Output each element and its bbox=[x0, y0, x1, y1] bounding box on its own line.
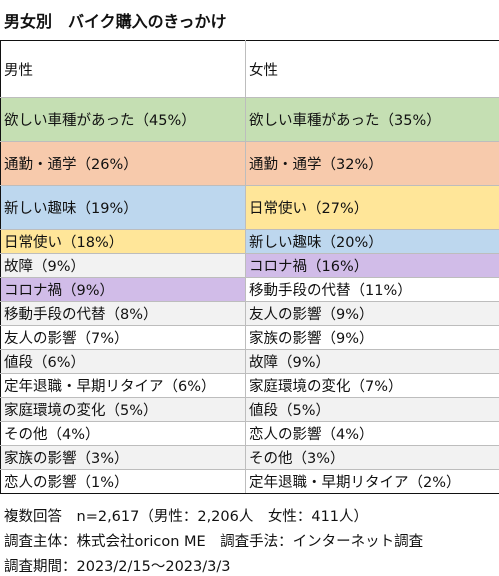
page-title: 男女別 バイク購入のきっかけ bbox=[4, 8, 227, 32]
female-cell: 新しい趣味（20%） bbox=[246, 230, 499, 254]
female-cell: 移動手段の代替（11%） bbox=[246, 278, 499, 302]
table-row: 通勤・通学（26%） 通勤・通学（32%） bbox=[1, 142, 499, 186]
table-row: 欲しい車種があった（45%） 欲しい車種があった（35%） bbox=[1, 98, 499, 142]
female-cell: 恋人の影響（4%） bbox=[246, 422, 499, 446]
table-row: 家族の影響（3%） その他（3%） bbox=[1, 446, 499, 470]
female-cell: 欲しい車種があった（35%） bbox=[246, 98, 499, 142]
female-cell: 友人の影響（9%） bbox=[246, 302, 499, 326]
male-cell: 値段（6%） bbox=[1, 350, 246, 374]
footer-survey-period: 調査期間：2023/2/15～2023/3/3 bbox=[4, 555, 230, 576]
male-cell: 新しい趣味（19%） bbox=[1, 186, 246, 230]
header-male: 男性 bbox=[1, 41, 246, 98]
male-cell: 欲しい車種があった（45%） bbox=[1, 98, 246, 142]
female-cell: 家庭環境の変化（7%） bbox=[246, 374, 499, 398]
table-row: コロナ禍（9%） 移動手段の代替（11%） bbox=[1, 278, 499, 302]
table-row: 故障（9%） コロナ禍（16%） bbox=[1, 254, 499, 278]
male-cell: その他（4%） bbox=[1, 422, 246, 446]
footer-sample-size: 複数回答 n=2,617（男性：2,206人 女性：411人） bbox=[4, 505, 368, 526]
female-cell: 日常使い（27%） bbox=[246, 186, 499, 230]
female-cell: 故障（9%） bbox=[246, 350, 499, 374]
table-row: 恋人の影響（1%） 定年退職・早期リタイア（2%） bbox=[1, 470, 499, 494]
male-cell: 友人の影響（7%） bbox=[1, 326, 246, 350]
male-cell: 通勤・通学（26%） bbox=[1, 142, 246, 186]
female-cell: その他（3%） bbox=[246, 446, 499, 470]
ranking-table: 男性 女性 欲しい車種があった（45%） 欲しい車種があった（35%） 通勤・通… bbox=[0, 40, 499, 494]
female-cell: 定年退職・早期リタイア（2%） bbox=[246, 470, 499, 494]
male-cell: 家族の影響（3%） bbox=[1, 446, 246, 470]
female-cell: コロナ禍（16%） bbox=[246, 254, 499, 278]
male-cell: 移動手段の代替（8%） bbox=[1, 302, 246, 326]
table-row: 新しい趣味（19%） 日常使い（27%） bbox=[1, 186, 499, 230]
header-female: 女性 bbox=[246, 41, 499, 98]
table-header-row: 男性 女性 bbox=[1, 41, 499, 98]
table-row: 友人の影響（7%） 家族の影響（9%） bbox=[1, 326, 499, 350]
female-cell: 値段（5%） bbox=[246, 398, 499, 422]
male-cell: 恋人の影響（1%） bbox=[1, 470, 246, 494]
male-cell: 定年退職・早期リタイア（6%） bbox=[1, 374, 246, 398]
female-cell: 通勤・通学（32%） bbox=[246, 142, 499, 186]
table-row: その他（4%） 恋人の影響（4%） bbox=[1, 422, 499, 446]
table-row: 定年退職・早期リタイア（6%） 家庭環境の変化（7%） bbox=[1, 374, 499, 398]
table-row: 移動手段の代替（8%） 友人の影響（9%） bbox=[1, 302, 499, 326]
male-cell: コロナ禍（9%） bbox=[1, 278, 246, 302]
footer-survey-method: 調査主体：株式会社oricon ME 調査手法：インターネット調査 bbox=[4, 530, 423, 551]
male-cell: 故障（9%） bbox=[1, 254, 246, 278]
table-row: 家庭環境の変化（5%） 値段（5%） bbox=[1, 398, 499, 422]
table-row: 値段（6%） 故障（9%） bbox=[1, 350, 499, 374]
female-cell: 家族の影響（9%） bbox=[246, 326, 499, 350]
table-row: 日常使い（18%） 新しい趣味（20%） bbox=[1, 230, 499, 254]
male-cell: 日常使い（18%） bbox=[1, 230, 246, 254]
male-cell: 家庭環境の変化（5%） bbox=[1, 398, 246, 422]
